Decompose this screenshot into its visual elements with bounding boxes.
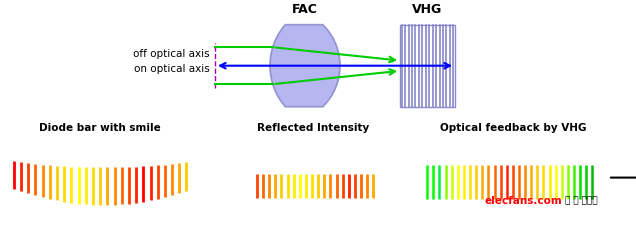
Text: Optical feedback by VHG: Optical feedback by VHG bbox=[440, 123, 587, 133]
Text: 电 子 发烧友: 电 子 发烧友 bbox=[565, 196, 598, 205]
Bar bbox=[400, 26, 455, 107]
Text: FAC: FAC bbox=[292, 3, 318, 16]
Text: Diode bar with smile: Diode bar with smile bbox=[39, 123, 161, 133]
Text: off optical axis: off optical axis bbox=[134, 49, 210, 59]
Polygon shape bbox=[270, 26, 340, 107]
Text: Reflected Intensity: Reflected Intensity bbox=[257, 123, 370, 133]
Text: VHG: VHG bbox=[412, 3, 442, 16]
Text: on optical axis: on optical axis bbox=[134, 63, 210, 74]
Text: elecfans.com: elecfans.com bbox=[485, 195, 562, 205]
